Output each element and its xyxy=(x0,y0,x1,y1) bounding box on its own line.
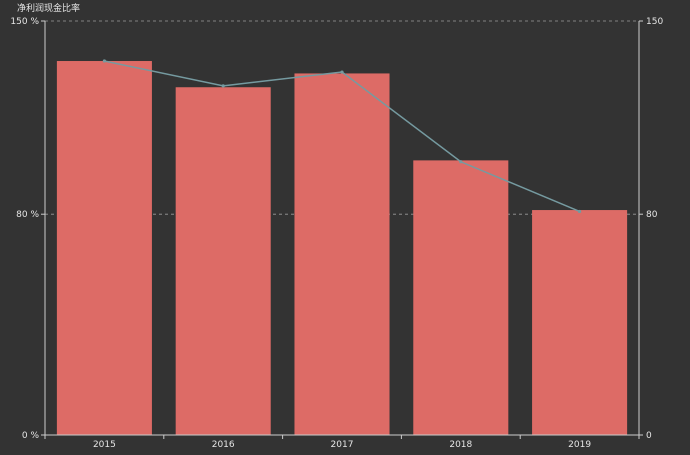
bar-2019 xyxy=(532,210,628,435)
chart-title: 净利润现金比率 xyxy=(17,2,80,14)
axes xyxy=(41,20,643,439)
bar-2016 xyxy=(175,87,271,436)
line-point-2019 xyxy=(578,209,582,214)
tick-labels: 0 % 80 % 150 % 0 80 150 2015 2016 2017 2018 2019 xyxy=(10,17,663,450)
line-point-2016 xyxy=(221,84,225,88)
line-series xyxy=(102,59,582,214)
y-right-tick-label-1: 80 xyxy=(646,210,658,220)
bar-2018 xyxy=(413,160,509,435)
bar-2017 xyxy=(294,73,390,435)
x-tick-label-2016: 2016 xyxy=(212,440,235,450)
x-tick-label-2015: 2015 xyxy=(93,440,116,450)
y-left-tick-label-1: 80 % xyxy=(16,210,39,220)
line-point-2018 xyxy=(459,160,463,164)
line-point-2017 xyxy=(340,70,344,74)
line-point-2015 xyxy=(102,59,106,63)
x-tick-label-2017: 2017 xyxy=(331,440,354,450)
bars xyxy=(56,61,628,436)
bar-2015 xyxy=(56,61,152,436)
y-right-tick-label-2: 150 xyxy=(646,17,663,27)
y-left-tick-label-2: 150 % xyxy=(10,17,39,27)
y-left-tick-label-0: 0 % xyxy=(22,431,40,441)
x-tick-label-2019: 2019 xyxy=(568,440,591,450)
y-right-tick-label-0: 0 xyxy=(646,431,652,441)
x-tick-label-2018: 2018 xyxy=(449,440,472,450)
